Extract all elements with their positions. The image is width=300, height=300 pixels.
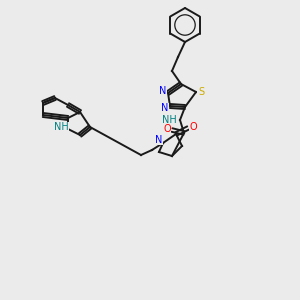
Text: N: N bbox=[155, 135, 163, 145]
Text: S: S bbox=[198, 87, 204, 97]
Text: O: O bbox=[163, 124, 171, 134]
Text: NH: NH bbox=[54, 122, 68, 132]
Text: O: O bbox=[189, 122, 197, 132]
Text: N: N bbox=[161, 103, 169, 113]
Text: N: N bbox=[159, 86, 167, 96]
Text: NH: NH bbox=[162, 115, 177, 125]
